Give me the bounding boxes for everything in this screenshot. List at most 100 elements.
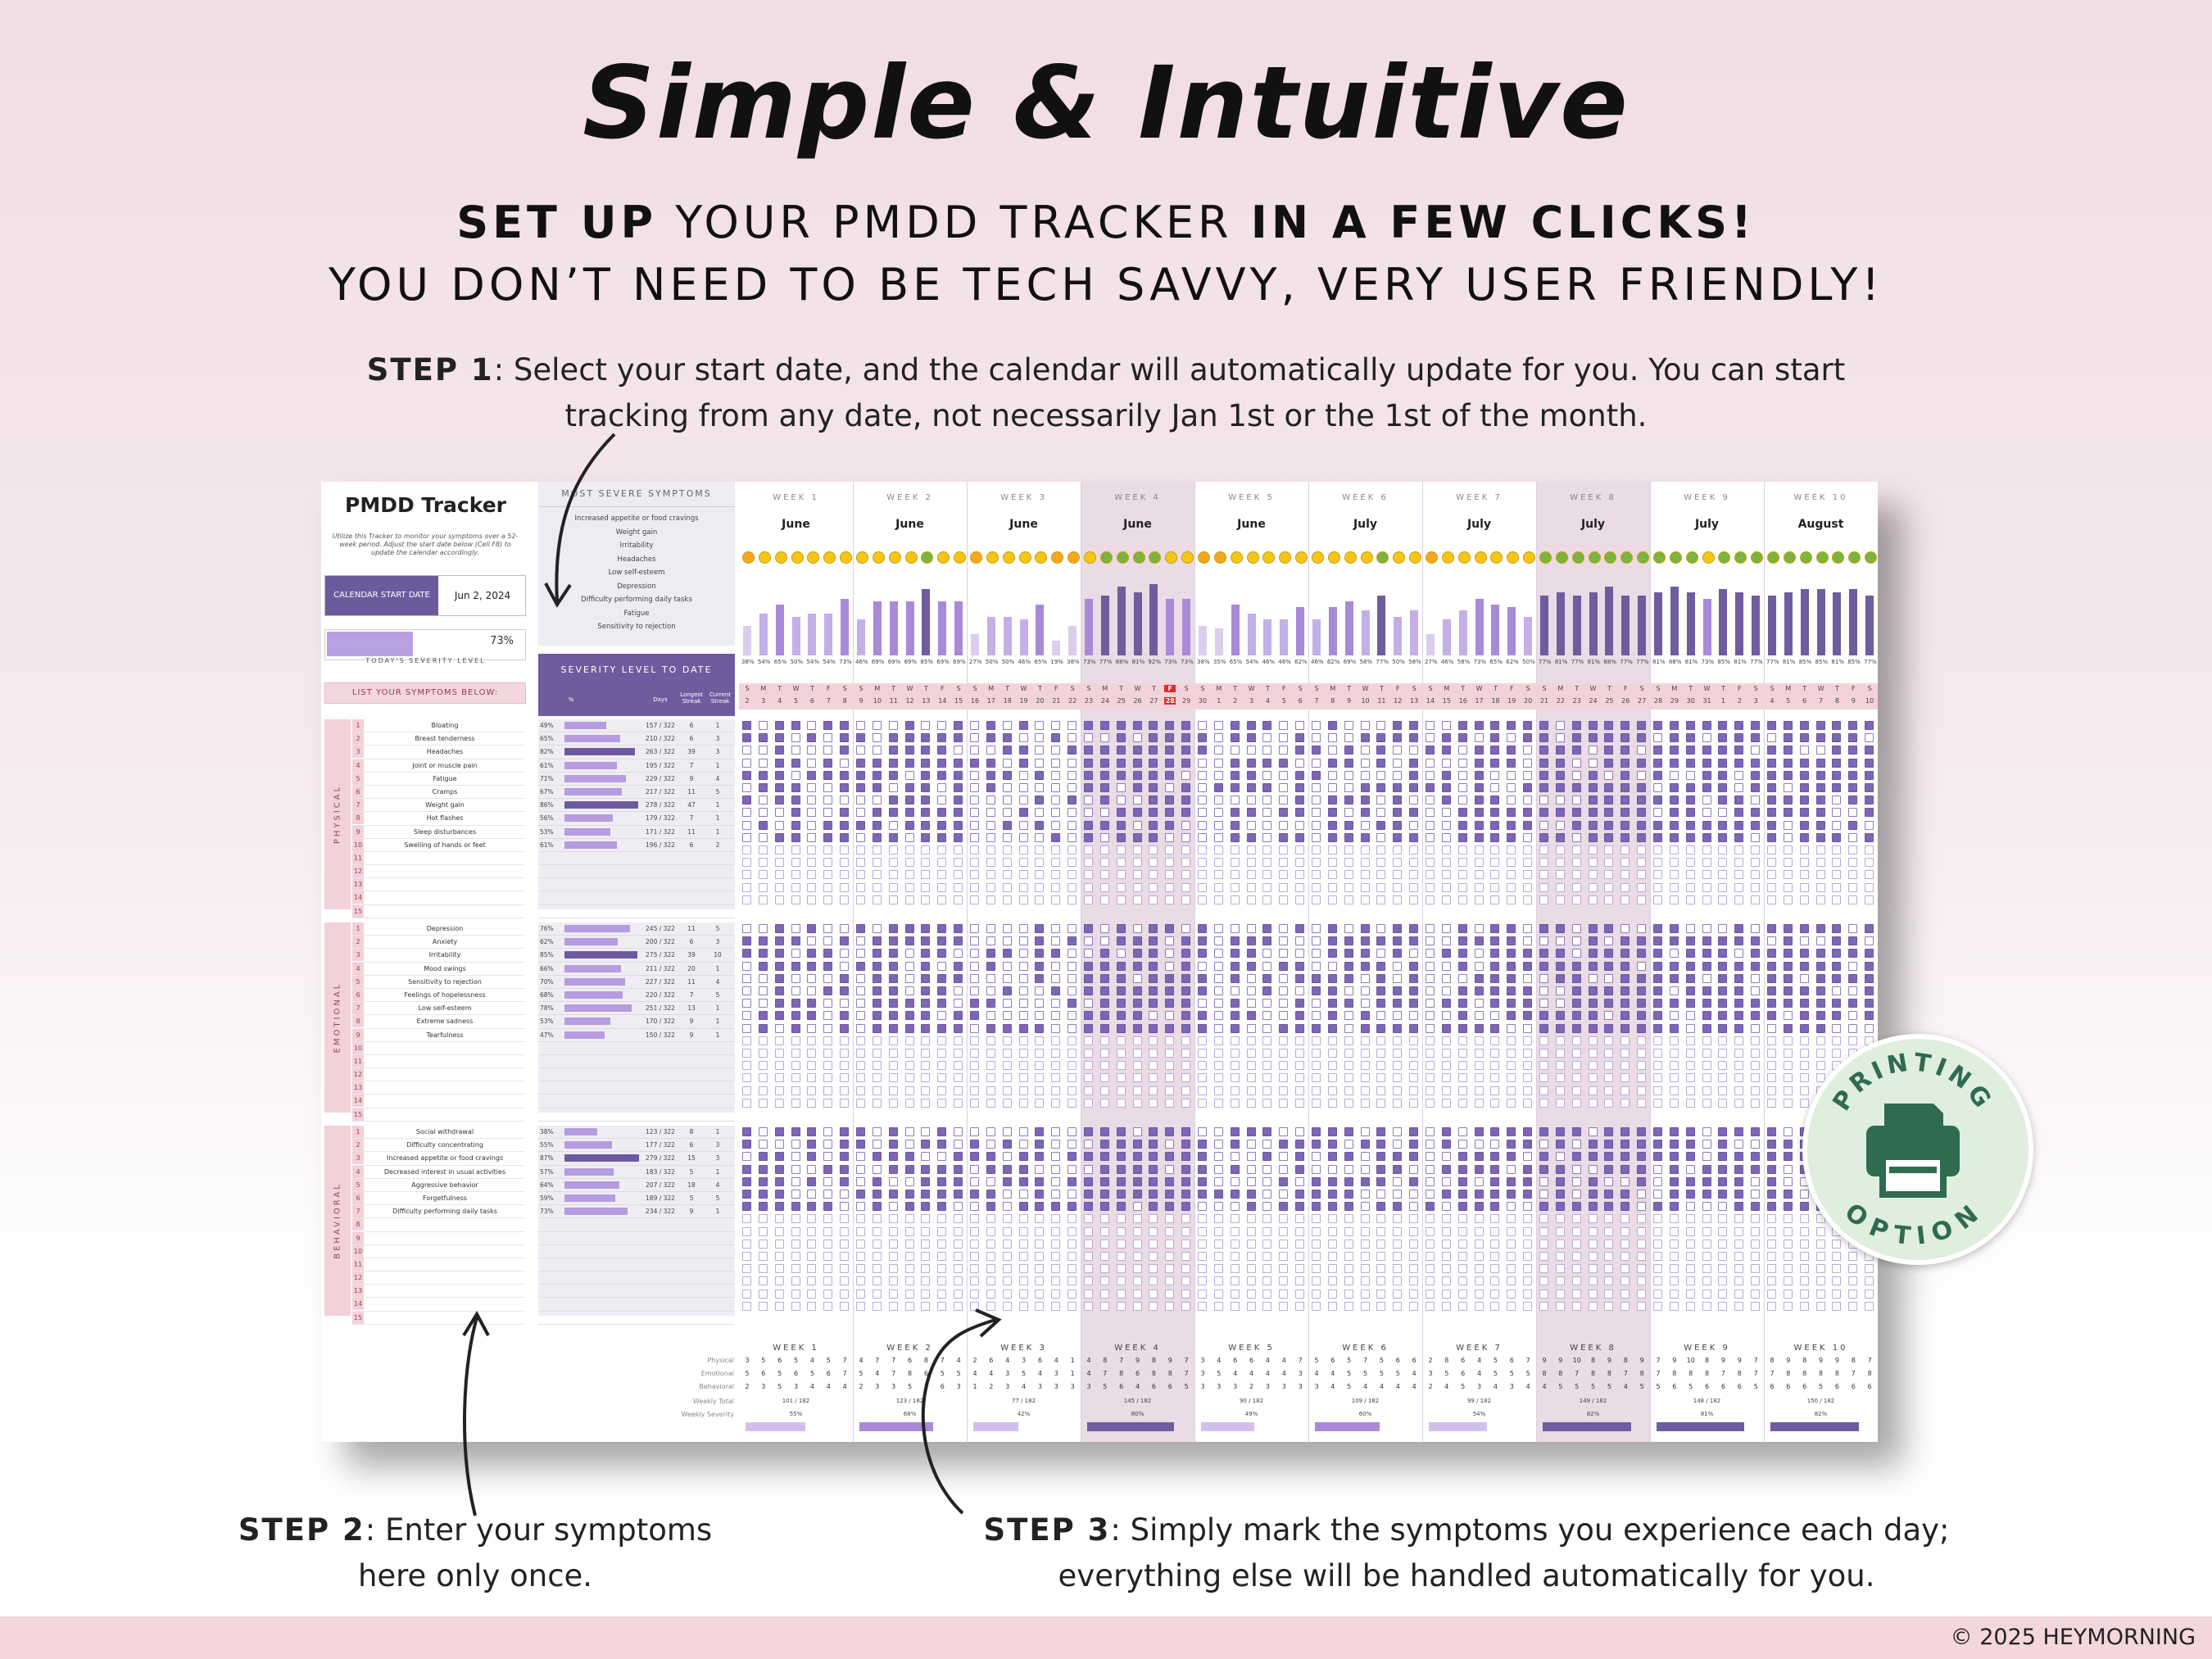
symptom-row[interactable]: 15 — [352, 1311, 524, 1325]
symptom-checkbox[interactable] — [1018, 721, 1028, 730]
symptom-checkbox[interactable] — [1083, 1023, 1093, 1033]
symptom-checkbox[interactable] — [872, 1176, 882, 1186]
symptom-checkbox[interactable] — [1799, 1289, 1809, 1299]
symptom-checkbox[interactable] — [969, 1152, 979, 1162]
symptom-checkbox[interactable] — [1685, 1140, 1695, 1149]
symptom-checkbox[interactable] — [1669, 770, 1679, 780]
symptom-checkbox[interactable] — [1539, 820, 1548, 830]
symptom-row[interactable]: 15 — [352, 904, 524, 918]
symptom-checkbox[interactable] — [1474, 1176, 1484, 1186]
symptom-checkbox[interactable] — [1474, 1289, 1484, 1299]
symptom-checkbox[interactable] — [921, 986, 931, 995]
symptom-checkbox[interactable] — [1018, 1098, 1028, 1108]
symptom-checkbox[interactable] — [1116, 1061, 1126, 1071]
symptom-checkbox[interactable] — [1360, 1190, 1370, 1199]
symptom-checkbox[interactable] — [1409, 808, 1419, 818]
symptom-checkbox[interactable] — [1002, 1127, 1012, 1136]
symptom-checkbox[interactable] — [823, 1301, 833, 1311]
symptom-checkbox[interactable] — [1279, 1073, 1289, 1083]
symptom-checkbox[interactable] — [1751, 783, 1761, 792]
symptom-checkbox[interactable] — [1035, 1073, 1045, 1083]
symptom-checkbox[interactable] — [1702, 733, 1711, 743]
symptom-checkbox[interactable] — [1327, 733, 1337, 743]
symptom-checkbox[interactable] — [1620, 949, 1630, 959]
symptom-checkbox[interactable] — [1783, 858, 1793, 868]
symptom-checkbox[interactable] — [1702, 882, 1711, 892]
symptom-checkbox[interactable] — [1848, 832, 1858, 842]
symptom-checkbox[interactable] — [1295, 1164, 1305, 1174]
symptom-checkbox[interactable] — [954, 895, 963, 904]
symptom-checkbox[interactable] — [1507, 721, 1516, 730]
symptom-checkbox[interactable] — [904, 758, 914, 768]
symptom-checkbox[interactable] — [1734, 820, 1744, 830]
symptom-checkbox[interactable] — [1197, 1202, 1207, 1212]
symptom-checkbox[interactable] — [1376, 733, 1386, 743]
symptom-checkbox[interactable] — [1360, 1252, 1370, 1261]
symptom-checkbox[interactable] — [1149, 733, 1158, 743]
symptom-checkbox[interactable] — [1165, 770, 1175, 780]
symptom-checkbox[interactable] — [1848, 783, 1858, 792]
symptom-checkbox[interactable] — [1507, 1301, 1516, 1311]
symptom-checkbox[interactable] — [1213, 820, 1223, 830]
symptom-checkbox[interactable] — [1490, 1049, 1500, 1058]
symptom-checkbox[interactable] — [1523, 973, 1533, 983]
symptom-checkbox[interactable] — [742, 1036, 751, 1045]
symptom-checkbox[interactable] — [855, 783, 865, 792]
symptom-checkbox[interactable] — [1018, 1239, 1028, 1249]
symptom-checkbox[interactable] — [1132, 1098, 1142, 1108]
symptom-checkbox[interactable] — [1051, 949, 1061, 959]
symptom-checkbox[interactable] — [1344, 832, 1353, 842]
symptom-checkbox[interactable] — [1213, 1011, 1223, 1021]
symptom-checkbox[interactable] — [986, 832, 995, 842]
symptom-checkbox[interactable] — [1035, 1214, 1045, 1224]
symptom-checkbox[interactable] — [1523, 949, 1533, 959]
symptom-checkbox[interactable] — [1799, 1276, 1809, 1286]
symptom-checkbox[interactable] — [1018, 1301, 1028, 1311]
symptom-checkbox[interactable] — [1702, 1164, 1711, 1174]
symptom-checkbox[interactable] — [1099, 1239, 1109, 1249]
symptom-row[interactable]: 11 — [352, 1054, 524, 1069]
symptom-checkbox[interactable] — [1685, 832, 1695, 842]
symptom-checkbox[interactable] — [742, 924, 751, 933]
symptom-checkbox[interactable] — [937, 1152, 947, 1162]
symptom-checkbox[interactable] — [1311, 999, 1321, 1009]
symptom-checkbox[interactable] — [1783, 882, 1793, 892]
symptom-checkbox[interactable] — [1539, 1073, 1548, 1083]
symptom-checkbox[interactable] — [1344, 1176, 1353, 1186]
symptom-checkbox[interactable] — [1213, 949, 1223, 959]
symptom-checkbox[interactable] — [807, 1086, 817, 1095]
symptom-checkbox[interactable] — [1344, 895, 1353, 904]
symptom-checkbox[interactable] — [1604, 1098, 1614, 1108]
symptom-checkbox[interactable] — [1376, 845, 1386, 854]
symptom-checkbox[interactable] — [1295, 770, 1305, 780]
symptom-checkbox[interactable] — [1002, 870, 1012, 880]
symptom-checkbox[interactable] — [1555, 832, 1565, 842]
symptom-checkbox[interactable] — [1865, 1289, 1874, 1299]
symptom-checkbox[interactable] — [1783, 1049, 1793, 1058]
symptom-checkbox[interactable] — [888, 1289, 898, 1299]
symptom-checkbox[interactable] — [1083, 1073, 1093, 1083]
symptom-checkbox[interactable] — [1507, 783, 1516, 792]
symptom-checkbox[interactable] — [1604, 870, 1614, 880]
symptom-checkbox[interactable] — [855, 895, 865, 904]
symptom-checkbox[interactable] — [1637, 845, 1647, 854]
symptom-checkbox[interactable] — [1669, 1190, 1679, 1199]
symptom-checkbox[interactable] — [921, 1140, 931, 1149]
symptom-checkbox[interactable] — [1018, 1226, 1028, 1236]
symptom-checkbox[interactable] — [1507, 1036, 1516, 1045]
symptom-checkbox[interactable] — [1702, 1061, 1711, 1071]
symptom-checkbox[interactable] — [1376, 1140, 1386, 1149]
symptom-checkbox[interactable] — [1149, 1289, 1158, 1299]
symptom-checkbox[interactable] — [1865, 770, 1874, 780]
symptom-checkbox[interactable] — [1165, 924, 1175, 933]
symptom-checkbox[interactable] — [1279, 1164, 1289, 1174]
symptom-checkbox[interactable] — [1588, 1086, 1598, 1095]
symptom-checkbox[interactable] — [1327, 1086, 1337, 1095]
symptom-checkbox[interactable] — [1181, 758, 1191, 768]
symptom-checkbox[interactable] — [986, 936, 995, 946]
symptom-checkbox[interactable] — [1555, 845, 1565, 854]
symptom-checkbox[interactable] — [1083, 895, 1093, 904]
symptom-checkbox[interactable] — [1099, 973, 1109, 983]
symptom-checkbox[interactable] — [1360, 820, 1370, 830]
symptom-checkbox[interactable] — [969, 1049, 979, 1058]
